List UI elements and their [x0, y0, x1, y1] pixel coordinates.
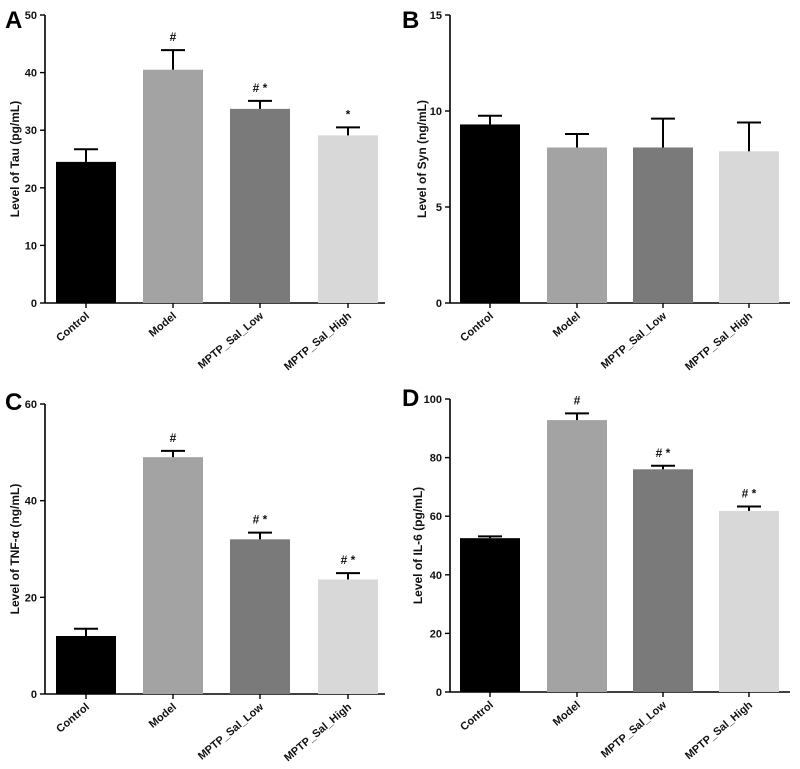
panel-letter: A	[5, 7, 22, 34]
chart-panel-b: B 0 5 10 15 Level of Syn (ng/mL) Control Model M…	[402, 7, 790, 373]
y-tick-label: 40	[25, 496, 37, 508]
significance-label: #	[170, 431, 177, 445]
chart-panel-a: A 0 10 20 30 40 50 Level of Tau (pg/mL) Control #…	[5, 7, 385, 373]
bar-model	[547, 420, 607, 692]
significance-label: # *	[253, 513, 268, 527]
y-tick-label: 50	[25, 10, 37, 22]
bar-model	[143, 457, 203, 694]
significance-label: #	[574, 393, 581, 407]
y-tick-label: 20	[430, 628, 442, 640]
category-label: MPTP_Sal_Low	[599, 699, 669, 761]
category-label: MPTP_Sal_High	[282, 701, 354, 764]
category-label: MPTP_Sal_High	[282, 310, 354, 373]
bar-model	[143, 69, 203, 303]
significance-label: #	[170, 30, 177, 44]
bar-mptp-sal-low	[230, 108, 290, 303]
bar-mptp-sal-high	[318, 579, 378, 694]
category-label: Model	[551, 310, 583, 340]
y-tick-label: 10	[430, 106, 442, 118]
bar-mptp-sal-low	[633, 469, 693, 692]
y-tick-label: 10	[25, 240, 37, 252]
category-label: MPTP_Sal_High	[683, 310, 755, 373]
category-label: MPTP_Sal_Low	[196, 701, 266, 763]
y-tick-label: 0	[31, 689, 37, 701]
bar-control	[56, 161, 116, 303]
bar-mptp-sal-low	[633, 147, 693, 303]
y-axis-label: Level of Syn (ng/mL)	[415, 100, 429, 218]
category-label: Model	[551, 699, 583, 729]
y-axis-label: Level of IL-6 (pg/mL)	[411, 487, 425, 604]
y-axis-label: Level of TNF-α (ng/mL)	[8, 484, 22, 615]
y-tick-label: 80	[430, 453, 442, 465]
category-label: Model	[147, 701, 179, 731]
bar-mptp-sal-high	[318, 135, 378, 303]
panel-letter: C	[5, 389, 22, 416]
y-tick-label: 15	[430, 10, 442, 22]
y-tick-label: 100	[424, 394, 442, 406]
significance-label: *	[346, 107, 351, 121]
y-tick-label: 20	[25, 592, 37, 604]
y-tick-label: 5	[436, 202, 442, 214]
y-tick-label: 0	[436, 298, 442, 310]
significance-label: # *	[656, 446, 671, 460]
y-tick-label: 40	[25, 68, 37, 80]
bar-mptp-sal-high	[719, 510, 779, 692]
bar-control	[56, 636, 116, 694]
bar-control	[460, 124, 520, 303]
category-label: MPTP_Sal_Low	[196, 310, 266, 372]
significance-label: # *	[341, 553, 356, 567]
y-tick-label: 60	[430, 511, 442, 523]
bar-mptp-sal-high	[719, 151, 779, 303]
category-label: Control	[458, 310, 496, 344]
y-tick-label: 30	[25, 125, 37, 137]
y-tick-label: 40	[430, 570, 442, 582]
y-tick-label: 0	[31, 298, 37, 310]
significance-label: # *	[253, 81, 268, 95]
category-label: MPTP_Sal_High	[683, 699, 755, 762]
significance-label: # *	[742, 487, 757, 501]
category-label: Control	[54, 310, 92, 344]
y-axis-label: Level of Tau (pg/mL)	[8, 101, 22, 217]
y-tick-label: 60	[25, 399, 37, 411]
bar-mptp-sal-low	[230, 539, 290, 694]
category-label: Control	[54, 701, 92, 735]
chart-panel-c: C 0 20 40 60 Level of TNF-α (ng/mL) Control # Mo…	[5, 389, 385, 764]
panel-letter: D	[402, 385, 419, 412]
y-tick-label: 0	[436, 687, 442, 699]
panel-letter: B	[402, 7, 419, 34]
category-label: Model	[147, 310, 179, 340]
bar-model	[547, 147, 607, 303]
category-label: MPTP_Sal_Low	[599, 310, 669, 372]
chart-panel-d: D 0 20 40 60 80 100 Level of IL-6 (pg/mL) Contro…	[402, 385, 790, 762]
category-label: Control	[458, 699, 496, 733]
bar-control	[460, 538, 520, 692]
y-tick-label: 20	[25, 183, 37, 195]
